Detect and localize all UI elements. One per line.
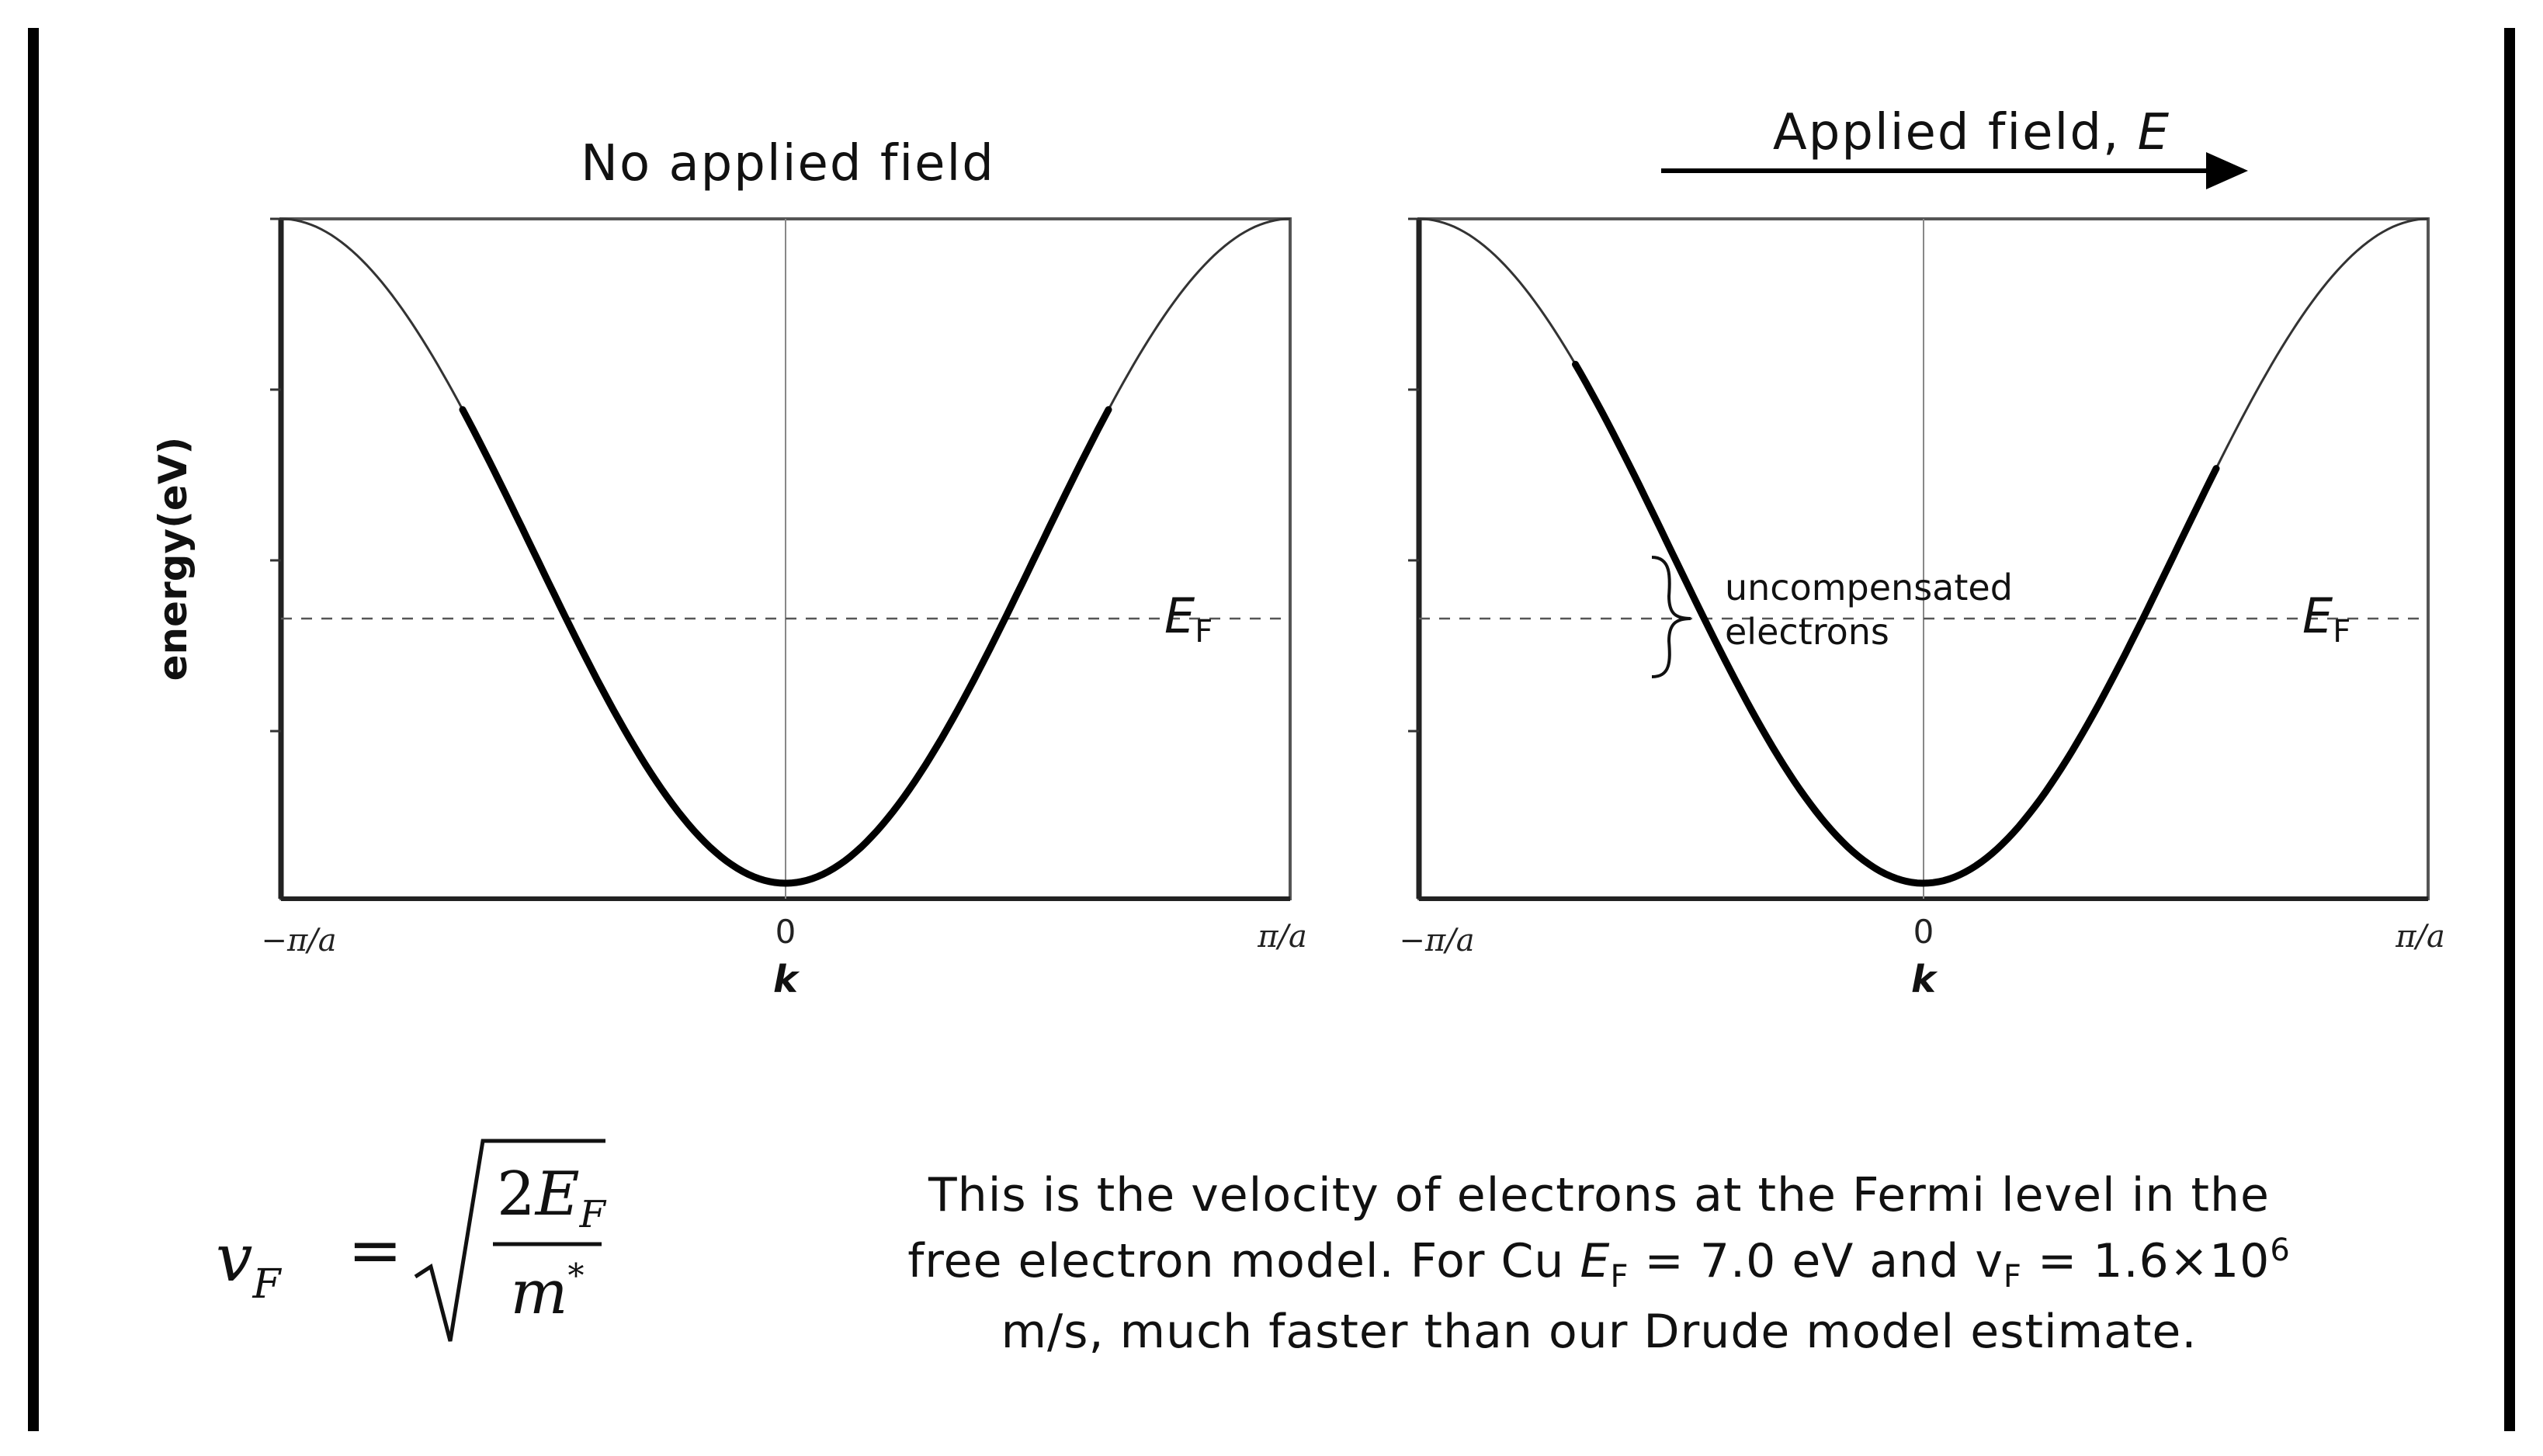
- sqrt-icon: [414, 1139, 605, 1342]
- formula-denominator: m*: [511, 1257, 585, 1328]
- explanation-caption: This is the velocity of electrons at the…: [730, 1168, 2468, 1360]
- x-tick-label: π/a: [2395, 919, 2445, 955]
- panel-title: Applied field, E: [1773, 104, 2170, 161]
- slide-border-right: [2504, 28, 2515, 1431]
- formula-numerator: 2EF: [497, 1160, 607, 1236]
- caption-line-1: This is the velocity of electrons at the…: [928, 1168, 2270, 1222]
- x-axis-label: k: [1911, 958, 1938, 1001]
- panel-no-field: No applied field energy(eV) EF −π/a 0 π/…: [151, 135, 1307, 1001]
- x-tick-label: 0: [775, 913, 796, 951]
- x-tick-label: −π/a: [1399, 923, 1474, 959]
- brace-icon: [1651, 556, 1691, 678]
- x-tick-label: 0: [1913, 913, 1934, 951]
- brace-label-line2: electrons: [1725, 611, 1889, 653]
- x-axis-label: k: [773, 958, 800, 1001]
- slide-border-left: [28, 28, 39, 1431]
- panel-title: No applied field: [581, 135, 995, 192]
- formula-lhs: vF: [216, 1220, 282, 1308]
- fermi-energy-label: EF: [1164, 588, 1213, 650]
- x-tick-label: π/a: [1257, 919, 1307, 955]
- panel-applied-field: Applied field, E uncompensated electrons…: [1399, 104, 2444, 1001]
- caption-line-3: m/s, much faster than our Drude model es…: [1001, 1305, 2198, 1359]
- formula-equals: =: [348, 1212, 402, 1288]
- occupied-states-curve: [1572, 360, 2220, 887]
- x-tick-label: −π/a: [261, 923, 336, 959]
- fermi-velocity-formula: vF = 2EF m*: [216, 1139, 607, 1342]
- brace-label-line1: uncompensated: [1725, 567, 2013, 608]
- y-axis-label: energy(eV): [151, 437, 196, 681]
- occupied-states-curve: [459, 406, 1112, 887]
- fermi-energy-label: EF: [2302, 588, 2350, 650]
- caption-line-2: free electron model. For Cu EF = 7.0 eV …: [907, 1232, 2291, 1295]
